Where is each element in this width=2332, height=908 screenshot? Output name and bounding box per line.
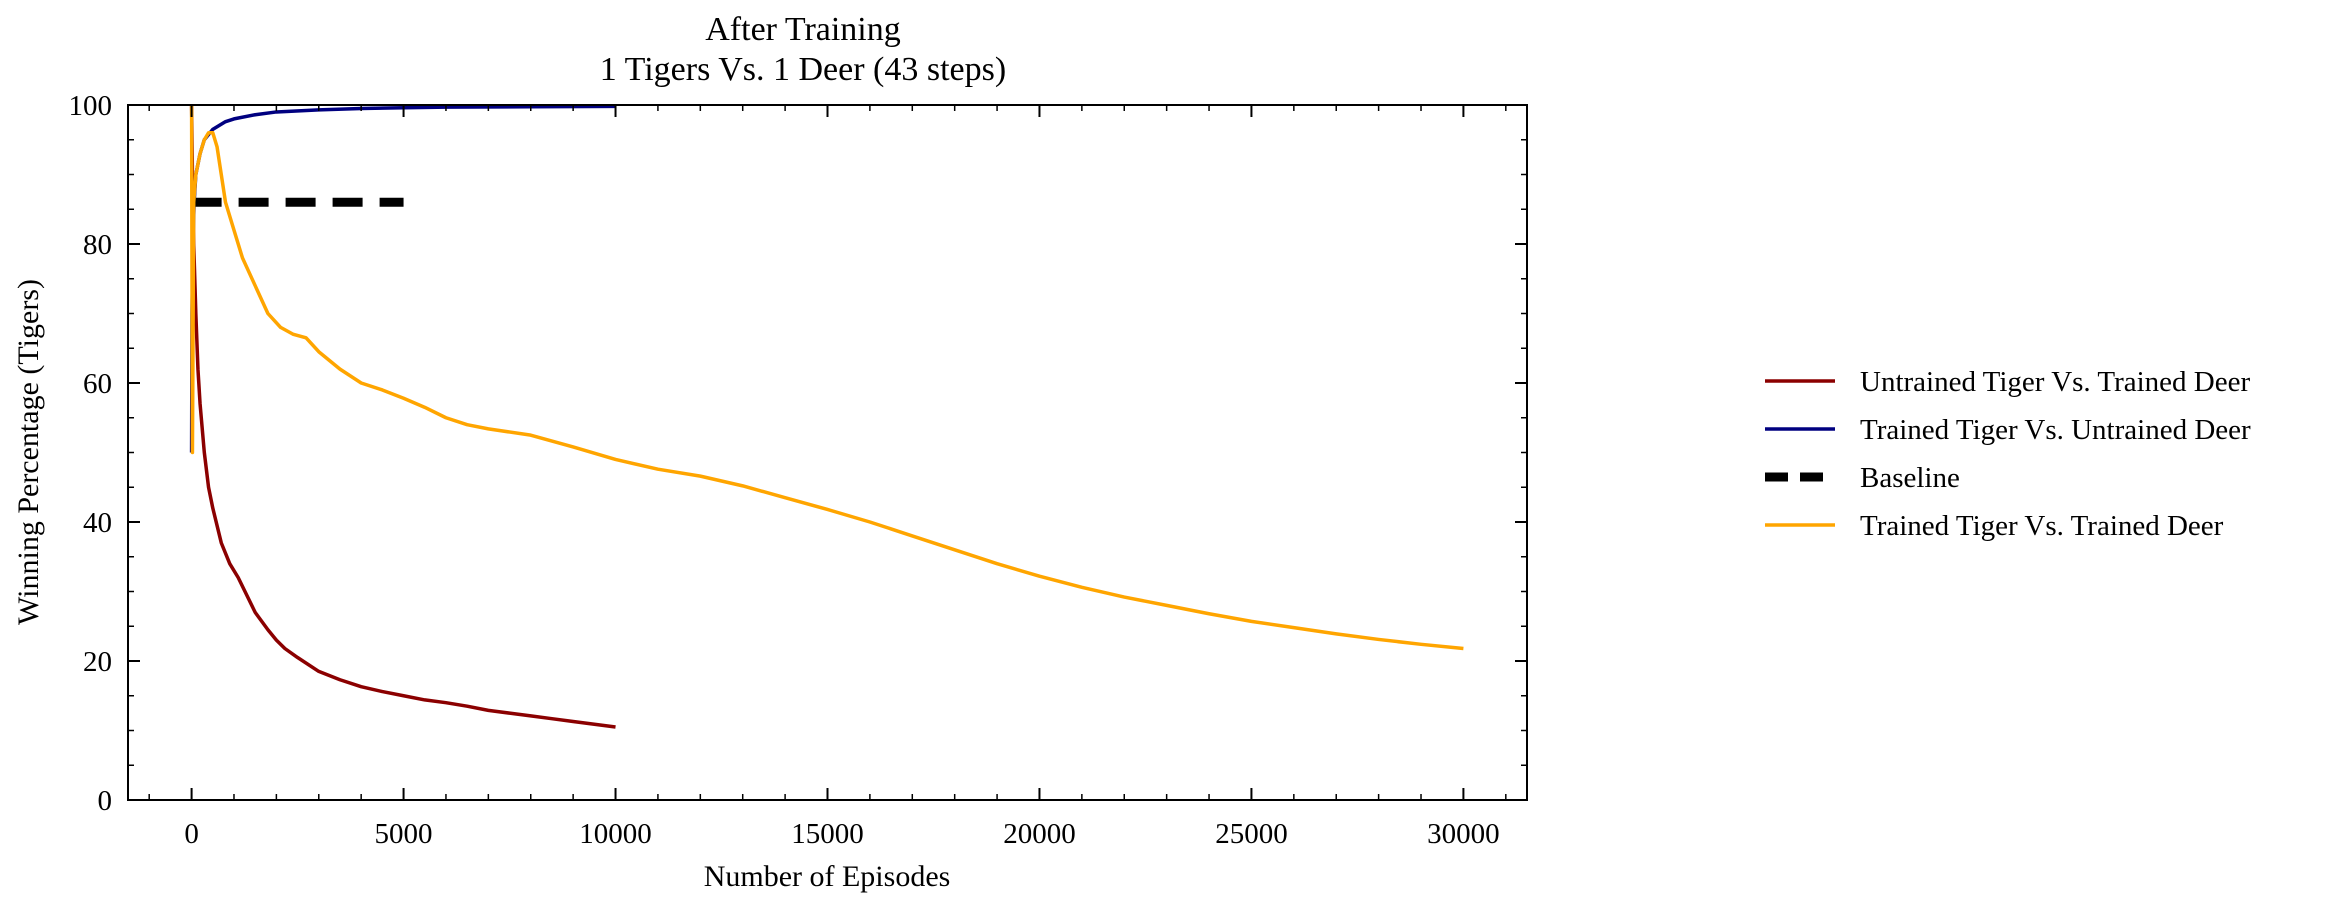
y-tick-label: 100: [69, 90, 113, 122]
series-line-4: [189, 104, 1464, 651]
y-tick-label: 40: [83, 507, 112, 539]
x-tick-label: 10000: [579, 818, 652, 850]
x-tick-label: 5000: [375, 818, 433, 850]
x-tick-label: 25000: [1215, 818, 1288, 850]
y-tick-label: 20: [83, 646, 112, 678]
x-tick-label: 20000: [1003, 818, 1076, 850]
axis-ticks: 0 5000 10000 15000 20000 25000 30000 0 20 40 60 80 1…: [69, 90, 1527, 850]
legend-label-3: Baseline: [1860, 462, 1960, 494]
chart-subtitle: 1 Tigers Vs. 1 Deer (43 steps): [600, 51, 1006, 88]
y-tick-label: 80: [83, 229, 112, 261]
x-tick-label: 0: [184, 818, 199, 850]
chart-title: After Training: [705, 11, 901, 48]
series-line-1: [189, 104, 616, 729]
y-tick-label: 60: [83, 368, 112, 400]
legend-label-4: Trained Tiger Vs. Trained Deer: [1860, 510, 2224, 542]
x-axis-label: Number of Episodes: [704, 860, 951, 893]
y-tick-label: 0: [98, 785, 113, 817]
legend-label-1: Untrained Tiger Vs. Trained Deer: [1860, 366, 2250, 398]
x-tick-label: 30000: [1427, 818, 1500, 850]
y-axis-label: Winning Percentage (Tigers): [12, 279, 45, 625]
x-tick-label: 15000: [791, 818, 864, 850]
legend: Untrained Tiger Vs. Trained Deer Trained …: [1765, 366, 2251, 542]
series-line-2: [189, 104, 616, 453]
plot-area: [189, 104, 1464, 729]
plot-frame: [127, 104, 1528, 801]
legend-label-2: Trained Tiger Vs. Untrained Deer: [1860, 414, 2251, 446]
